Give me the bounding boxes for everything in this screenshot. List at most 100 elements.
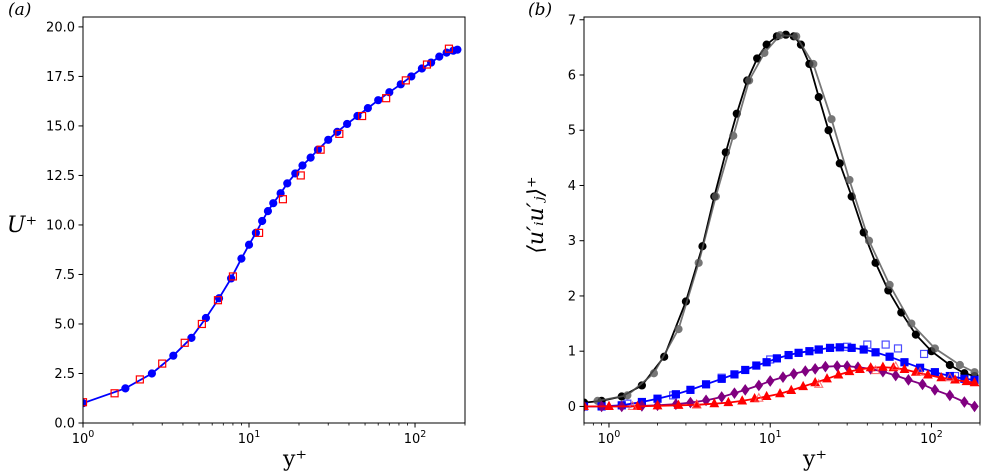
data-point — [778, 371, 788, 384]
data-point — [313, 145, 323, 154]
series-0 — [584, 30, 979, 407]
data-point — [741, 365, 750, 375]
x-tick-label: 101 — [238, 429, 261, 447]
data-point — [627, 400, 638, 410]
data-point — [833, 369, 844, 379]
data-point — [276, 189, 285, 198]
y-tick-label: 4 — [568, 179, 576, 194]
data-point — [709, 397, 720, 408]
x-axis-label: y⁺ — [282, 447, 307, 472]
y-tick-label: 0.0 — [54, 417, 75, 432]
data-point — [316, 145, 325, 154]
data-point — [945, 389, 955, 402]
y-tick-label: 12.5 — [46, 169, 75, 184]
data-point — [717, 373, 726, 382]
data-point — [358, 111, 367, 121]
data-point — [936, 372, 947, 382]
data-point — [444, 44, 454, 53]
data-point — [686, 385, 695, 394]
y-tick-label: 0 — [568, 400, 576, 415]
data-point — [911, 330, 920, 339]
series-line — [597, 34, 975, 402]
y-tick-label: 10.0 — [46, 218, 75, 233]
data-point — [263, 206, 273, 216]
data-point — [226, 274, 236, 283]
data-point — [870, 364, 881, 375]
data-point — [147, 369, 156, 378]
data-point — [891, 369, 900, 382]
data-point — [865, 362, 876, 372]
data-point — [335, 129, 344, 138]
data-point — [422, 60, 432, 69]
y-tick-label: 3 — [568, 234, 576, 249]
data-point — [228, 272, 238, 281]
data-point — [324, 135, 333, 144]
data-point — [955, 360, 964, 370]
data-point — [907, 319, 916, 328]
data-point — [363, 104, 372, 113]
data-point — [187, 333, 196, 342]
data-point — [766, 355, 775, 364]
x-tick-label: 102 — [920, 429, 943, 447]
data-point — [435, 52, 444, 61]
data-point — [158, 359, 167, 368]
x-tick-label: 102 — [404, 429, 427, 447]
data-point — [730, 387, 739, 400]
data-point — [801, 365, 810, 377]
data-point — [825, 343, 835, 352]
data-point — [775, 388, 785, 398]
data-point — [761, 390, 772, 401]
data-point — [737, 395, 748, 405]
chart-panel-b: 100 101 102 0 1 2 3 4 5 6 7 (b) y⁺ ⟨u′ᵢu′ⱼ⟩⁺ — [524, 0, 981, 472]
data-point — [694, 258, 703, 267]
data-point — [969, 377, 980, 387]
data-point — [789, 367, 798, 380]
chart-panel-a: 100 101 102 0.0 2.5 5.0 7.5 10.0 12.5 15.0 17.5 20.… — [7, 0, 466, 472]
data-point — [844, 365, 855, 376]
data-point — [961, 375, 972, 386]
data-point — [847, 343, 856, 352]
data-point — [673, 399, 684, 409]
data-point — [269, 199, 278, 208]
data-point — [701, 380, 711, 389]
data-point — [893, 344, 903, 353]
x-tick-label: 100 — [72, 429, 95, 447]
data-point — [809, 59, 818, 69]
data-point — [717, 391, 726, 403]
data-point — [296, 171, 305, 180]
y-tick-label: 7 — [568, 13, 576, 28]
data-point — [711, 192, 720, 201]
data-point — [766, 375, 775, 387]
data-point — [871, 348, 880, 357]
data-point — [669, 391, 678, 400]
y-tick-label: 1 — [568, 345, 576, 360]
y-tick-label: 15.0 — [46, 119, 75, 134]
data-point — [374, 96, 383, 105]
data-point — [427, 58, 436, 67]
data-point — [135, 375, 144, 384]
data-point — [584, 400, 589, 410]
x-tick-label: 100 — [598, 429, 621, 447]
data-point — [904, 374, 913, 386]
data-point — [919, 349, 929, 359]
data-point — [649, 369, 659, 378]
y-tick-label: 20.0 — [46, 20, 75, 35]
x-minor-ticks — [132, 423, 466, 426]
data-point — [745, 76, 754, 85]
data-point — [283, 179, 292, 188]
data-point — [918, 378, 927, 391]
data-point — [970, 368, 979, 377]
data-point — [813, 378, 824, 388]
data-point — [754, 379, 764, 392]
data-point — [237, 254, 246, 263]
data-point — [798, 380, 809, 391]
data-point — [930, 344, 939, 353]
data-point — [298, 161, 307, 170]
series-6 — [627, 360, 955, 410]
data-point — [794, 348, 803, 357]
data-point — [772, 354, 781, 363]
data-point — [674, 324, 683, 334]
data-point — [741, 384, 750, 396]
plot-area — [83, 44, 462, 408]
data-point — [944, 372, 955, 382]
